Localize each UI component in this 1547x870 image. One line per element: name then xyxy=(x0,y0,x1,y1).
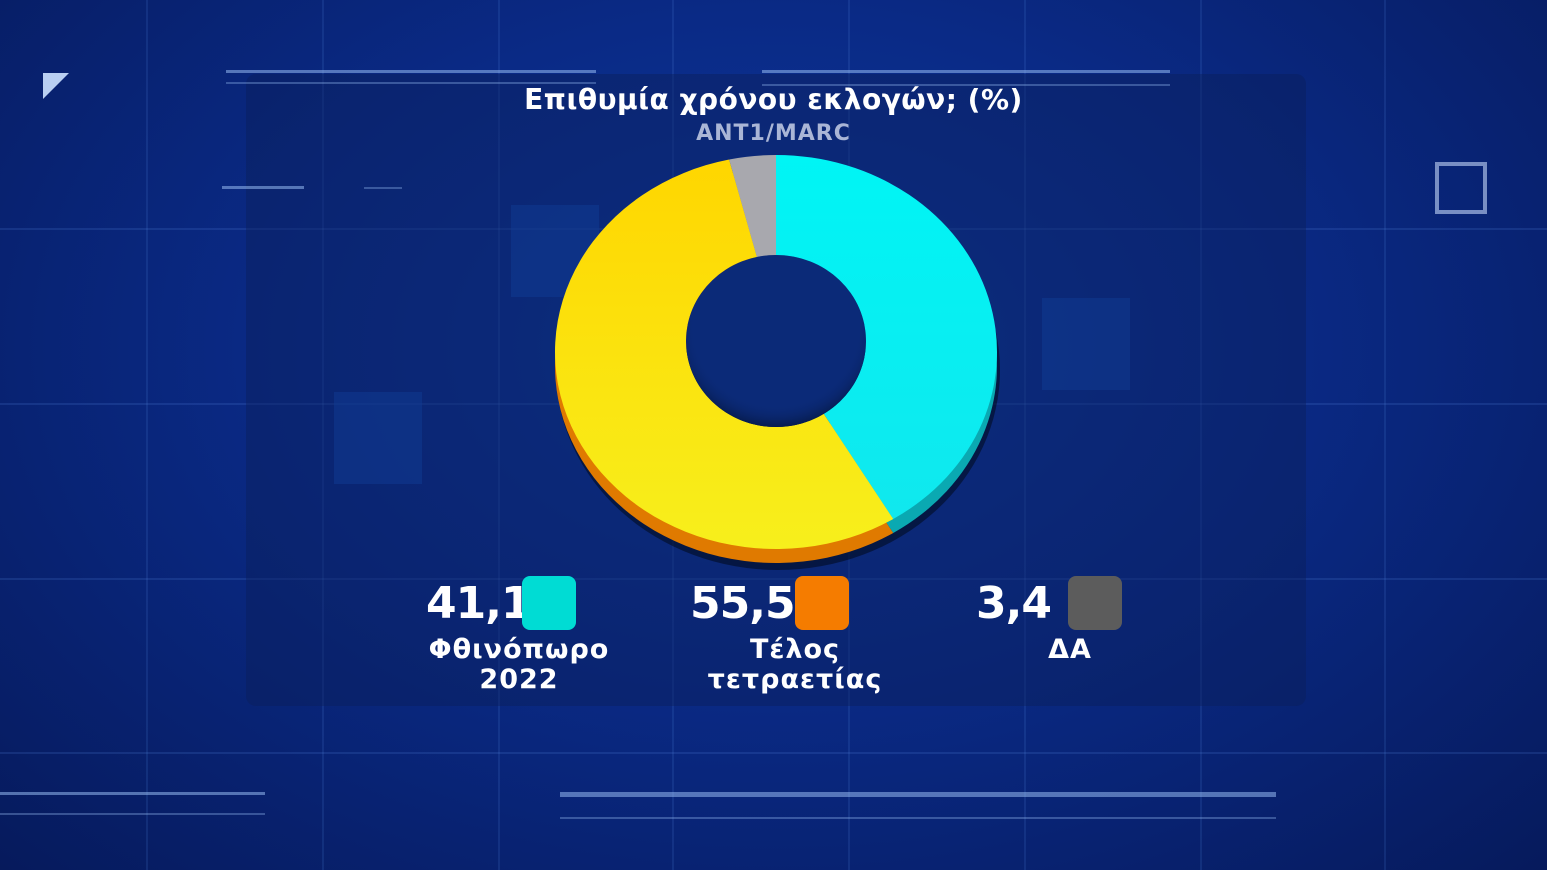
grid-line xyxy=(498,0,500,870)
donut-hole-shadow xyxy=(686,255,866,427)
value-label: 55,5 xyxy=(690,578,796,629)
grid-line xyxy=(0,752,1547,754)
deco-line xyxy=(364,187,402,189)
legend-swatch xyxy=(1068,576,1122,630)
category-label-line: Τέλος xyxy=(749,634,841,665)
grid-line xyxy=(322,0,324,870)
donut-slice-dk xyxy=(729,155,776,257)
grid-line xyxy=(146,0,148,870)
corner-square-icon xyxy=(1435,162,1487,214)
category-label: Φθινόπωρο 2022 xyxy=(414,635,624,695)
deco-square xyxy=(1042,298,1130,390)
deco-line xyxy=(0,813,265,815)
category-label-line: 2022 xyxy=(479,664,559,695)
deco-square xyxy=(334,392,422,484)
category-label: ΔΑ xyxy=(1000,635,1140,665)
donut-slice-autumn-2022 xyxy=(776,155,997,519)
grid-line xyxy=(1024,0,1026,870)
deco-line xyxy=(560,817,1276,819)
chart-subtitle: ANT1/MARC xyxy=(696,121,851,146)
chart-title: Επιθυμία χρόνου εκλογών; (%) xyxy=(524,83,1023,116)
deco-line xyxy=(762,84,1170,86)
deco-line xyxy=(0,792,265,795)
deco-line xyxy=(560,792,1276,797)
deco-line xyxy=(226,70,596,73)
deco-line xyxy=(226,82,596,84)
grid-line xyxy=(0,578,1547,580)
legend-swatch xyxy=(522,576,576,630)
category-label-line: τετραετίας xyxy=(707,664,883,695)
legend-swatch xyxy=(795,576,849,630)
grid-line xyxy=(1200,0,1202,870)
category-label: Τέλος τετραετίας xyxy=(690,635,900,695)
category-label-line: Φθινόπωρο xyxy=(428,634,610,665)
category-label-line: ΔΑ xyxy=(1048,634,1092,665)
grid-line xyxy=(1384,0,1386,870)
value-label: 3,4 xyxy=(976,578,1052,629)
donut-slice-end-of-term xyxy=(555,159,894,549)
value-label: 41,1 xyxy=(426,578,532,629)
deco-line xyxy=(762,70,1170,73)
deco-line xyxy=(222,186,304,189)
